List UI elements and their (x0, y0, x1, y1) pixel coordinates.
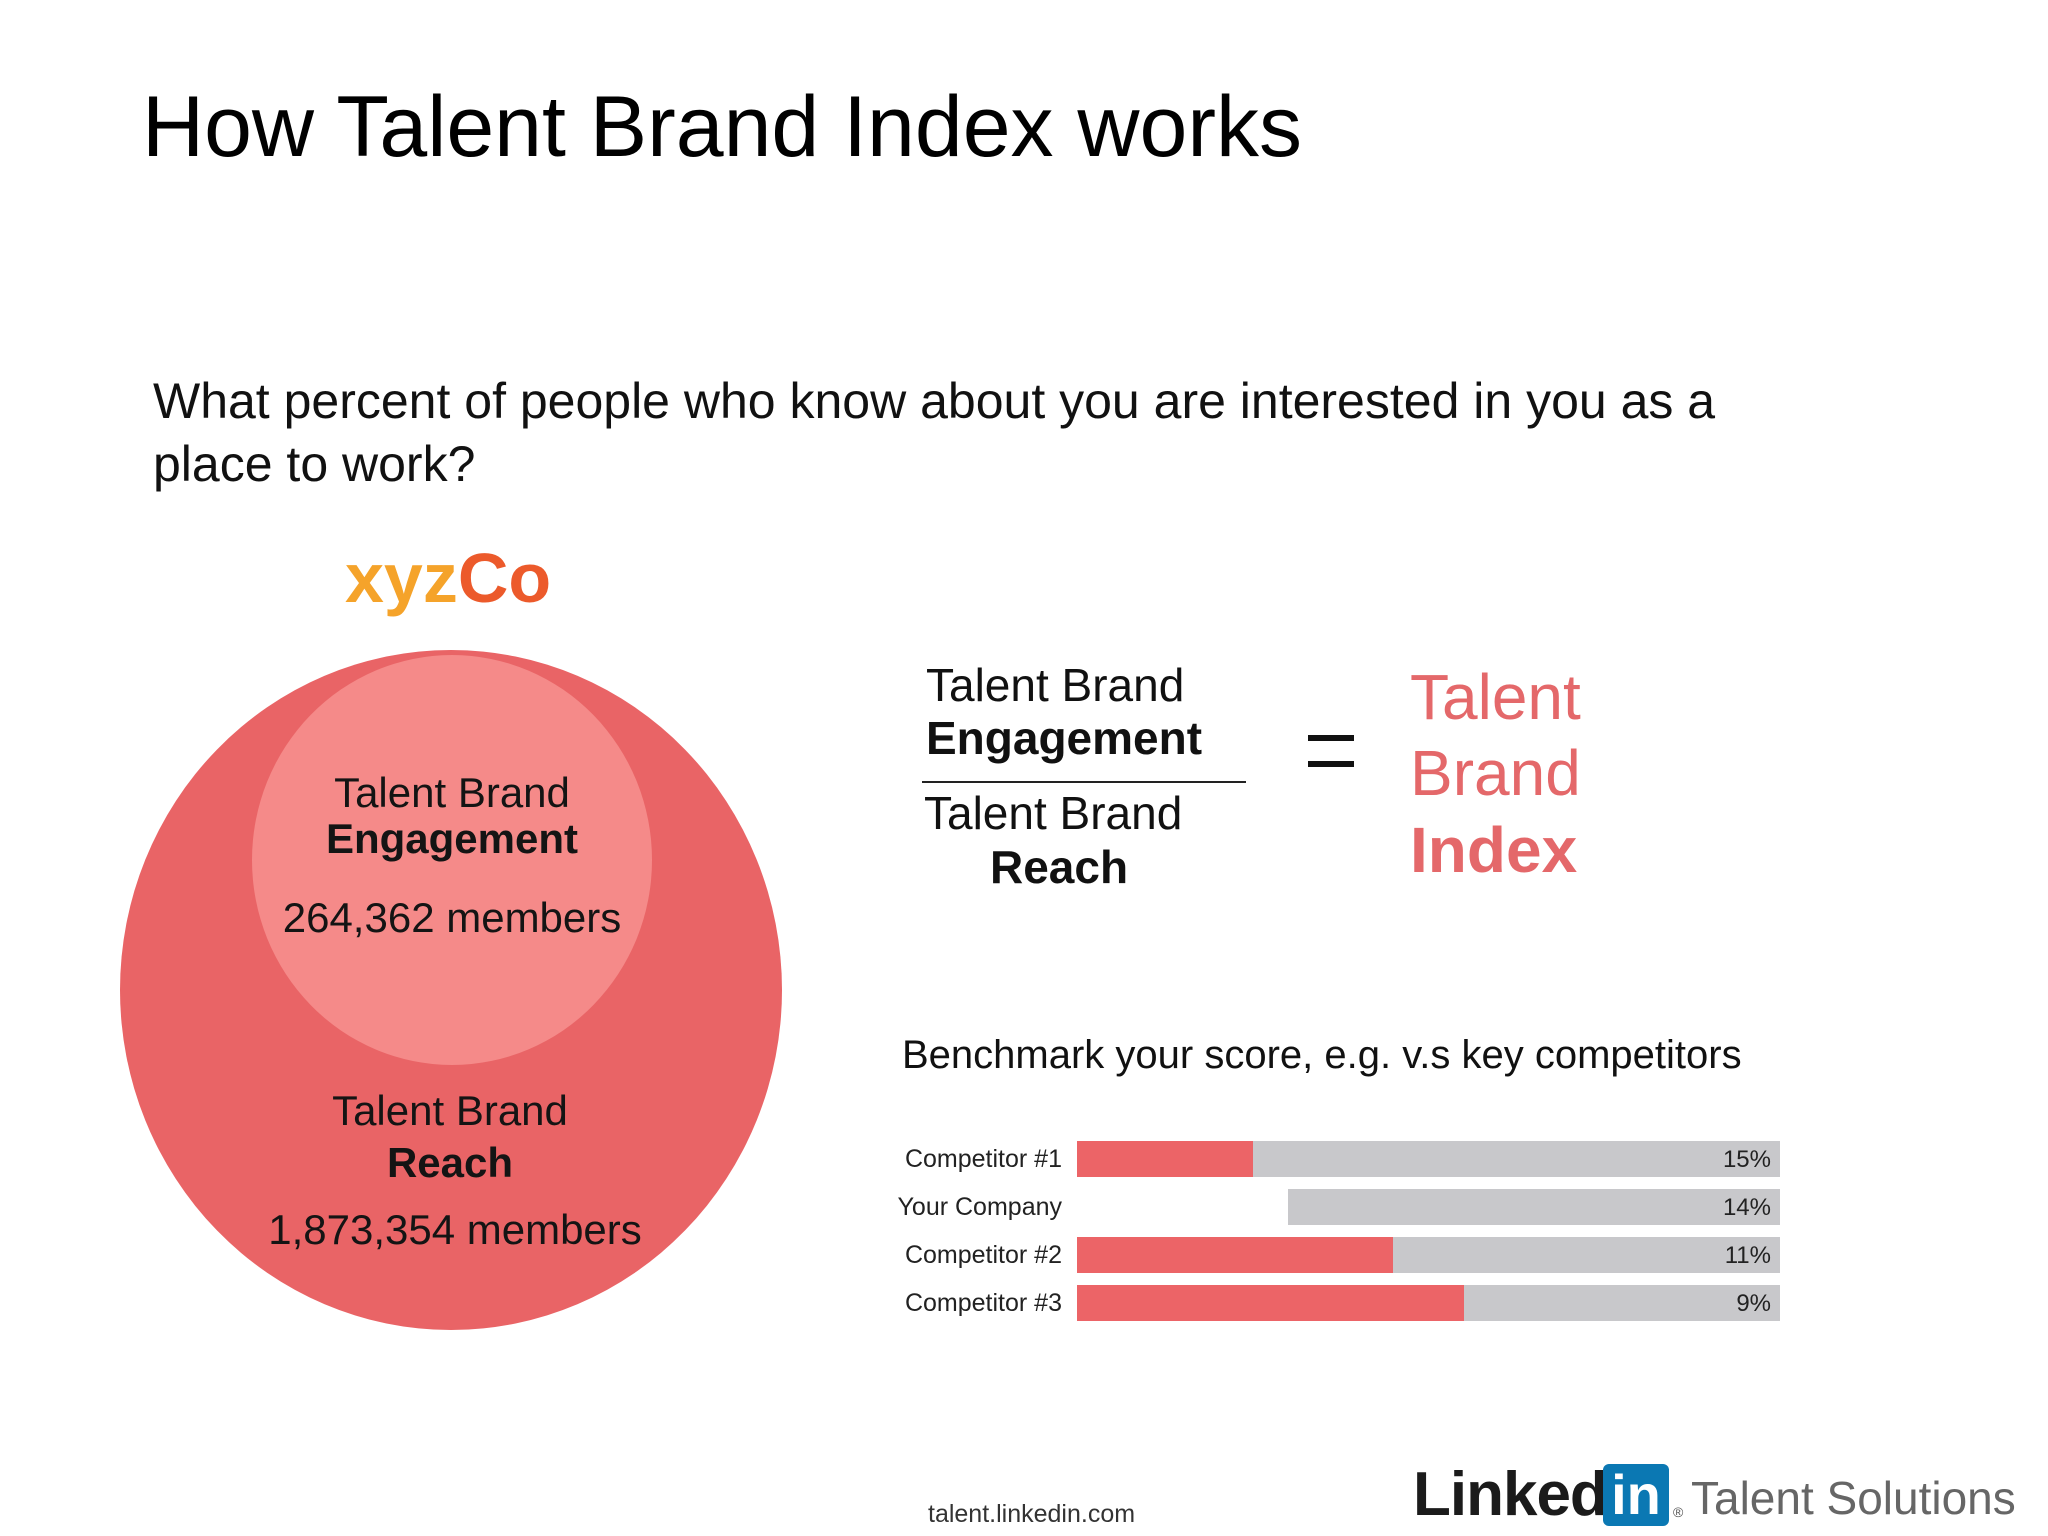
engagement-count: 264,362 members (282, 894, 622, 941)
index-label-line1: Talent (1410, 661, 1581, 733)
formula-numerator-line1: Talent Brand (926, 659, 1185, 711)
reach-label-line1: Talent Brand (332, 1087, 568, 1134)
index-label-line3: Index (1410, 814, 1578, 886)
equals-sign (1308, 735, 1354, 769)
benchmark-row-label: Competitor #2 (904, 1241, 1062, 1269)
logo-in-box: in (1603, 1464, 1669, 1526)
benchmark-bar-gray (1464, 1285, 1780, 1321)
benchmark-row-bar: 15% (1077, 1141, 1780, 1177)
engagement-label-line1: Talent Brand (334, 769, 570, 816)
footer-url: talent.linkedin.com (928, 1500, 1136, 1528)
company-name: xyzCo (345, 540, 551, 617)
index-label-line2: Brand (1410, 737, 1581, 809)
logo-linked-text: Linked (1413, 1460, 1608, 1529)
reach-label-line2: Reach (386, 1139, 514, 1186)
fraction-line (922, 781, 1246, 783)
engagement-circle (252, 655, 652, 1065)
benchmark-row-bar: 11% (1077, 1237, 1780, 1273)
benchmark-row-label: Competitor #1 (904, 1145, 1062, 1173)
benchmark-row-value: 9% (1736, 1290, 1771, 1317)
formula-denominator-line2: Reach (990, 841, 1129, 893)
logo-registered-mark: ® (1673, 1504, 1684, 1520)
benchmark-bar-red (1077, 1285, 1464, 1321)
benchmark-heading: Benchmark your score, e.g. v.s key compe… (902, 1033, 1742, 1077)
benchmark-bar-gray (1253, 1141, 1780, 1177)
benchmark-bar-red (1077, 1237, 1393, 1273)
benchmark-row-value: 15% (1722, 1146, 1771, 1173)
company-name-part1: xyz (345, 539, 458, 617)
benchmark-bar-gray (1288, 1189, 1780, 1225)
benchmark-bar-red (1077, 1141, 1253, 1177)
formula-denominator-line1: Talent Brand (924, 787, 1183, 839)
company-name-part2: Co (457, 539, 552, 617)
benchmark-row-value: 11% (1724, 1242, 1771, 1269)
logo-talent-solutions: Talent Solutions (1691, 1472, 2016, 1524)
benchmark-row-bar: 9% (1077, 1285, 1780, 1321)
engagement-label-line2: Engagement (325, 815, 579, 862)
benchmark-row-value: 14% (1722, 1194, 1771, 1221)
reach-count: 1,873,354 members (268, 1206, 642, 1253)
benchmark-bar-gray (1393, 1237, 1780, 1273)
slide-title: How Talent Brand Index works (142, 79, 1302, 175)
question-text: What percent of people who know about yo… (153, 373, 1716, 492)
benchmark-row-label: Your Company (897, 1193, 1062, 1221)
benchmark-row-label: Competitor #3 (904, 1289, 1062, 1317)
benchmark-row-bar: 14% (1077, 1189, 1780, 1225)
formula-numerator-line2: Engagement (926, 712, 1203, 764)
